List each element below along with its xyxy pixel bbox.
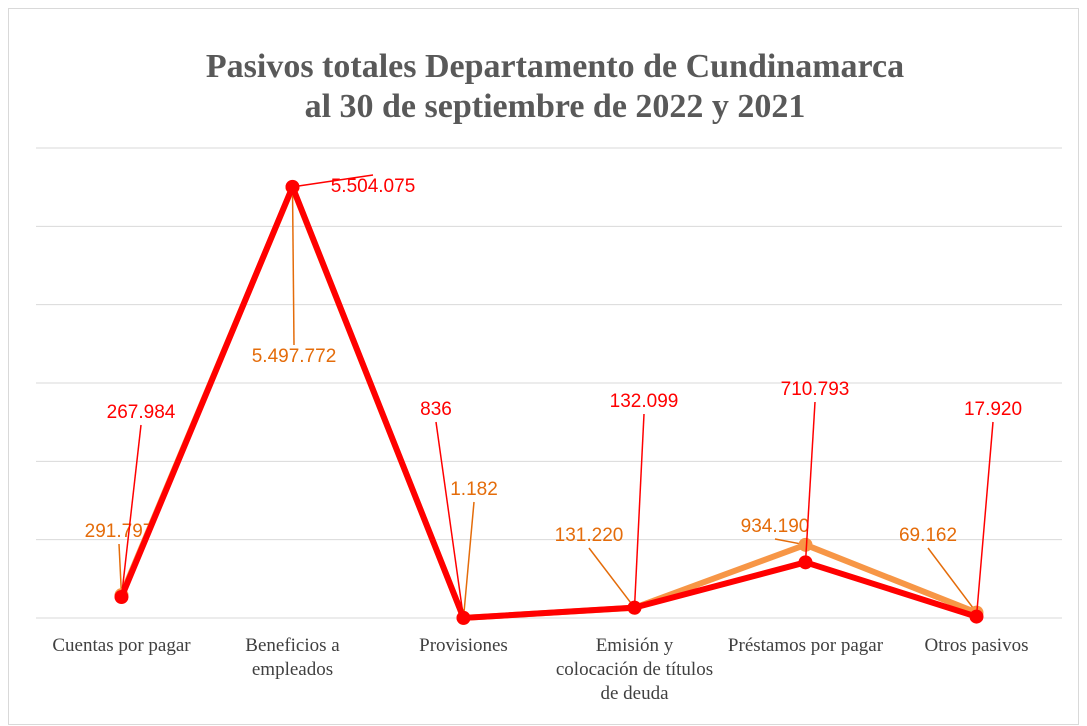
data-label: 710.793	[781, 379, 850, 400]
leader-line	[291, 187, 295, 346]
leader-line	[588, 547, 636, 609]
leader-line	[633, 413, 645, 608]
data-point	[285, 179, 300, 194]
leader-line	[975, 421, 994, 617]
data-point	[798, 537, 813, 552]
series-line	[118, 183, 978, 621]
x-tick-label: Otros pasivos	[924, 635, 1029, 656]
data-label: 17.920	[964, 399, 1022, 420]
x-tick-label: Provisiones	[419, 635, 508, 656]
data-label: 132.099	[610, 391, 679, 412]
leader-line	[118, 543, 123, 596]
data-label: 934.190	[741, 516, 810, 537]
data-label: 291.797	[85, 521, 154, 542]
data-point	[798, 555, 813, 570]
leader-line	[804, 401, 816, 563]
x-tick-label: Beneficios a empleados	[245, 635, 340, 680]
data-point	[114, 590, 129, 605]
data-label: 1.182	[450, 479, 498, 500]
chart-title: Pasivos totales Departamento de Cundinam…	[206, 48, 904, 85]
leader-line	[462, 501, 475, 618]
data-label: 5.497.772	[252, 346, 337, 367]
x-tick-label: Emisión y colocación de títulos de deuda	[555, 635, 714, 704]
leader-line	[292, 174, 374, 188]
data-label: 131.220	[555, 525, 624, 546]
data-label: 5.504.075	[331, 176, 416, 197]
data-point	[627, 600, 642, 615]
data-label: 69.162	[899, 525, 957, 546]
chart-border	[8, 8, 1079, 725]
data-point	[456, 610, 471, 625]
data-label: 267.984	[107, 402, 176, 423]
x-tick-label: Cuentas por pagar	[52, 635, 191, 656]
leader-line	[927, 547, 978, 614]
leader-line	[120, 424, 142, 598]
data-label: 836	[420, 399, 452, 420]
x-tick-label: Préstamos por pagar	[727, 635, 884, 656]
data-point	[969, 609, 984, 624]
chart-subtitle: al 30 de septiembre de 2022 y 2021	[305, 88, 806, 125]
leader-line	[435, 421, 465, 619]
